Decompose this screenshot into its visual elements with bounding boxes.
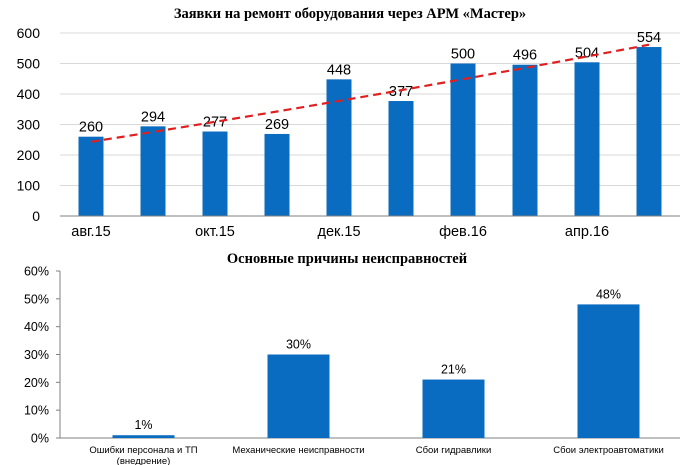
x-tick-label: окт.15	[195, 224, 235, 240]
bar	[326, 79, 352, 216]
data-label: 500	[451, 47, 475, 63]
causes-chart-data-labels: 1% 30% 21% 48%	[134, 287, 621, 432]
requests-chart-bars	[78, 47, 662, 216]
requests-chart-x-ticks: авг.15 окт.15 дек.15 фев.16 апр.16	[71, 224, 609, 240]
x-tick-label: фев.16	[439, 224, 487, 240]
bar	[264, 133, 290, 216]
y-tick-label: 10%	[24, 404, 49, 418]
y-tick-label: 100	[17, 178, 41, 194]
data-label: 277	[203, 115, 227, 131]
data-label: 294	[141, 109, 165, 125]
causes-chart: Основные причины неисправностей 0% 10% 20%…	[24, 251, 680, 465]
x-tick-label: Ошибки персонала и ТП	[89, 445, 197, 456]
bar	[112, 435, 175, 438]
bar	[450, 63, 476, 216]
x-tick-label: Сбои гидравлики	[416, 445, 492, 456]
y-tick-label: 20%	[24, 376, 49, 390]
data-label: 260	[79, 120, 103, 136]
data-label: 1%	[134, 418, 152, 432]
data-label: 30%	[286, 338, 311, 352]
bar	[422, 379, 485, 438]
requests-chart: Заявки на ремонт оборудования через АРМ …	[17, 6, 680, 240]
data-label: 48%	[596, 287, 621, 301]
y-tick-label: 600	[17, 25, 41, 41]
requests-chart-y-ticks: 0 100 200 300 400 500 600	[17, 25, 41, 224]
y-tick-label: 50%	[24, 292, 49, 306]
causes-chart-y-ticks: 0% 10% 20% 30% 40% 50% 60%	[24, 265, 60, 446]
causes-chart-title: Основные причины неисправностей	[227, 251, 467, 267]
x-tick-label: Механические неисправности	[232, 445, 364, 456]
data-label: 448	[327, 62, 351, 78]
y-tick-label: 30%	[24, 348, 49, 362]
data-label: 554	[637, 30, 661, 46]
bar	[388, 101, 414, 216]
bar	[140, 126, 166, 216]
x-tick-label: авг.15	[71, 224, 110, 240]
bar	[512, 64, 538, 216]
causes-chart-x-ticks: Ошибки персонала и ТП(внедрение) Механиче…	[89, 445, 663, 465]
bar	[636, 47, 662, 216]
data-label: 377	[389, 84, 413, 100]
x-tick-label: апр.16	[565, 224, 609, 240]
requests-trendline	[90, 43, 650, 143]
y-tick-label: 400	[17, 86, 41, 102]
data-label: 21%	[441, 363, 466, 377]
bar	[78, 136, 104, 216]
x-tick-label: (внедрение)	[117, 456, 171, 465]
bar	[267, 354, 330, 438]
y-tick-label: 0	[32, 208, 40, 224]
y-tick-label: 300	[17, 117, 41, 133]
bar	[577, 304, 640, 438]
y-tick-label: 60%	[24, 265, 49, 279]
bar	[574, 62, 600, 216]
x-tick-label: Сбои электроавтоматики	[553, 445, 664, 456]
data-label: 269	[265, 117, 289, 133]
y-tick-label: 40%	[24, 320, 49, 334]
bar	[202, 131, 228, 216]
y-tick-label: 200	[17, 147, 41, 163]
requests-chart-title: Заявки на ремонт оборудования через АРМ …	[174, 6, 526, 22]
y-tick-label: 500	[17, 56, 41, 72]
data-label: 496	[513, 48, 537, 64]
causes-chart-bars	[112, 304, 640, 438]
y-tick-label: 0%	[31, 432, 49, 446]
x-tick-label: дек.15	[317, 224, 360, 240]
